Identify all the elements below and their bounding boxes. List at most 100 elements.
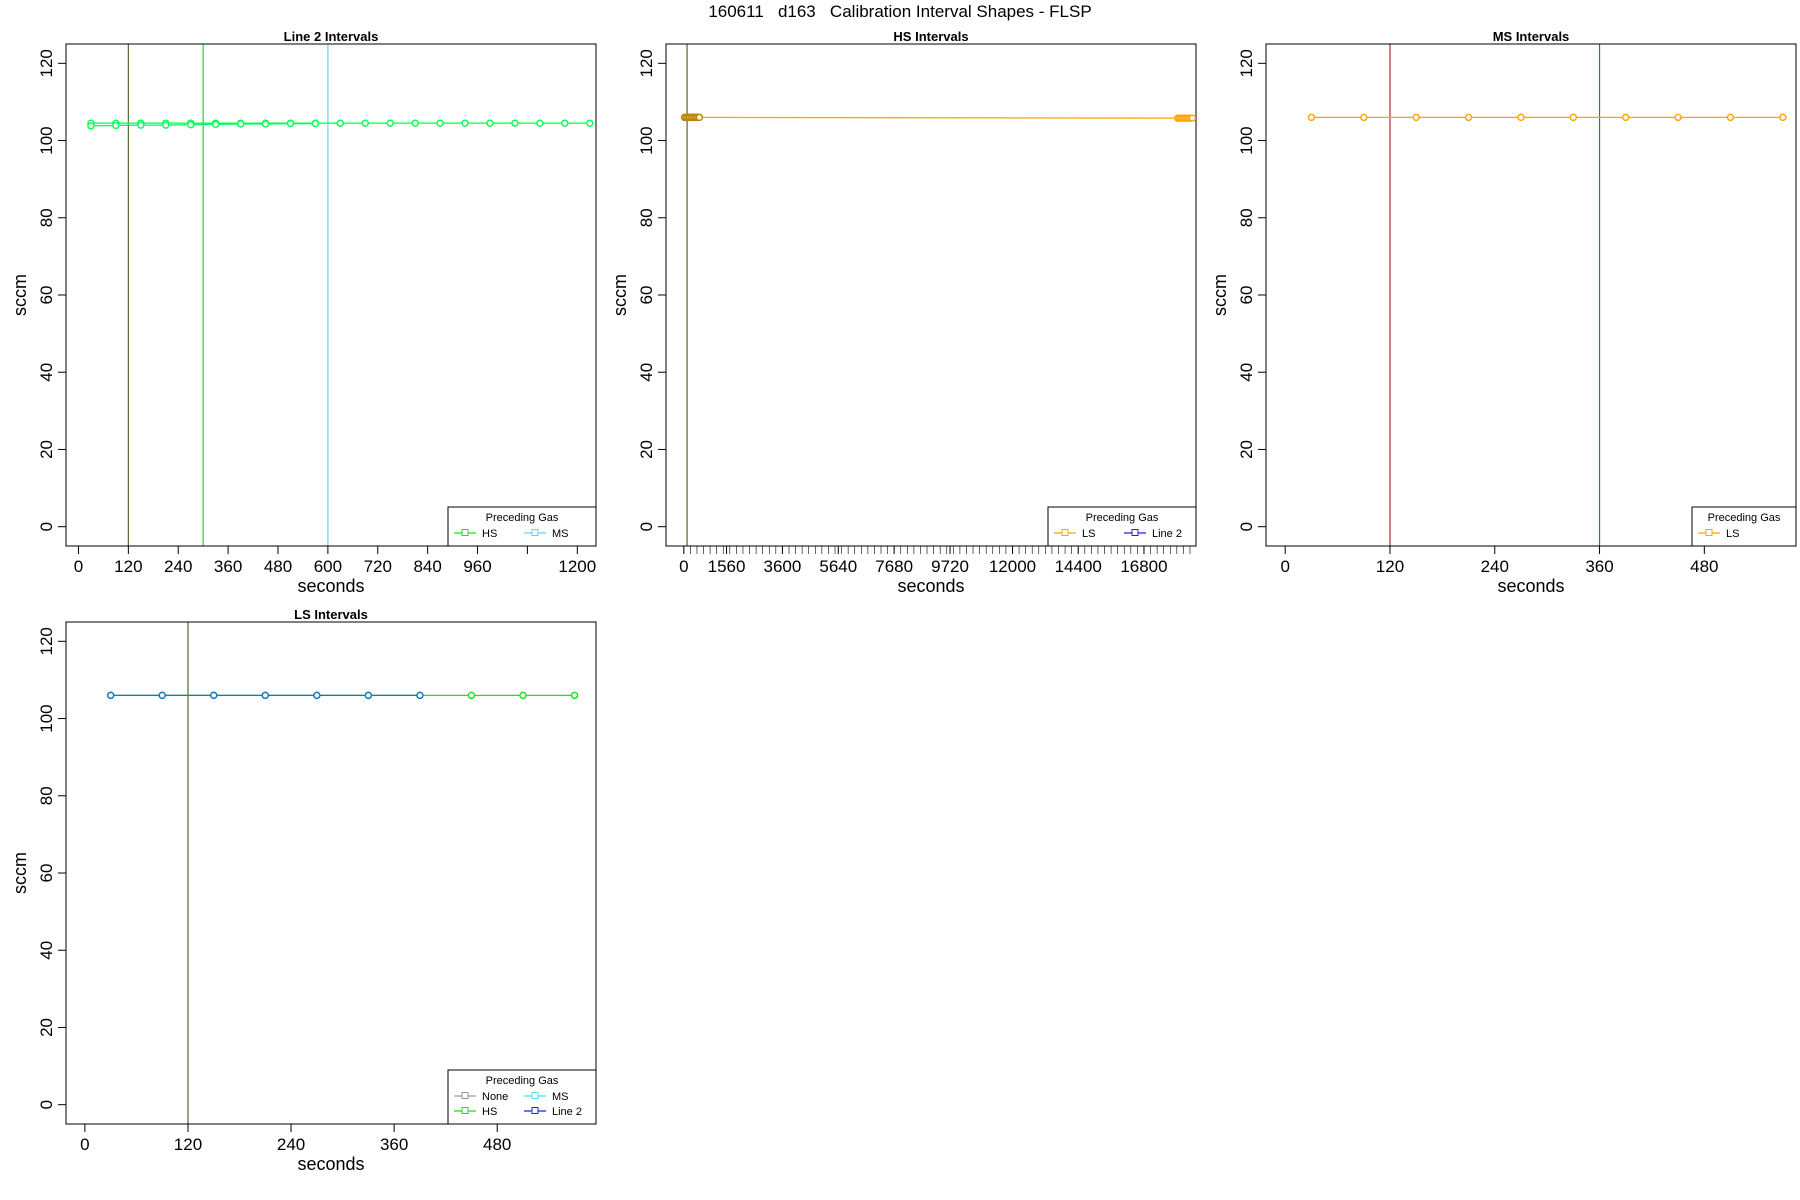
legend-entry: HS (482, 1106, 497, 1118)
data-point (536, 119, 544, 127)
x-tick-label: 480 (1690, 557, 1718, 576)
x-tick-label: 240 (277, 1135, 305, 1154)
data-point (386, 119, 394, 127)
legend-entry: LS (1082, 528, 1095, 540)
data-point (461, 119, 469, 127)
data-point (236, 120, 245, 128)
legend-entry: MS (552, 528, 569, 540)
data-point (311, 119, 320, 128)
legend-entry: None (482, 1091, 508, 1103)
y-axis-label: sccm (610, 274, 630, 316)
data-point (313, 691, 321, 700)
x-axis-label: seconds (1497, 576, 1564, 596)
y-axis-label: sccm (1210, 274, 1230, 316)
legend-box (447, 506, 597, 547)
y-tick-label: 20 (1237, 440, 1256, 459)
data-point (137, 121, 145, 129)
data-point (1726, 113, 1735, 122)
y-tick-label: 40 (1237, 363, 1256, 382)
x-tick-label: 720 (364, 557, 392, 576)
series-line (684, 116, 1193, 119)
y-tick-label: 40 (37, 363, 56, 382)
y-axis-label: sccm (10, 852, 30, 894)
y-tick-label: 100 (637, 126, 656, 154)
x-axis-label: seconds (297, 1154, 364, 1174)
y-tick-label: 40 (637, 363, 656, 382)
y-tick-label: 40 (37, 941, 56, 960)
x-axis-label: seconds (297, 576, 364, 596)
x-tick-label: 9720 (931, 557, 969, 576)
x-tick-label: 240 (164, 557, 192, 576)
x-tick-label: 840 (413, 557, 441, 576)
legend-title: Preceding Gas (1086, 512, 1159, 524)
y-tick-label: 120 (637, 49, 656, 77)
y-tick-label: 0 (1237, 522, 1256, 531)
y-tick-label: 80 (37, 786, 56, 805)
legend-swatch-marker (1705, 529, 1713, 536)
data-point (1307, 113, 1316, 122)
data-point (112, 121, 120, 130)
x-tick-label: 0 (679, 557, 688, 576)
y-tick-label: 80 (37, 208, 56, 227)
legend-entry: LS (1726, 528, 1739, 540)
x-tick-label: 0 (74, 557, 83, 576)
x-tick-label: 960 (463, 557, 491, 576)
y-tick-label: 20 (37, 1018, 56, 1037)
legend-entry: Line 2 (1152, 528, 1182, 540)
legend-title: Preceding Gas (486, 512, 559, 524)
y-tick-label: 120 (37, 627, 56, 655)
data-point (1517, 113, 1525, 122)
chart-hs-intervals: HS Intervals 0 1560 3600 5640 7680 9720 12000 14… (610, 29, 1197, 596)
data-point (210, 691, 218, 700)
data-point (336, 119, 345, 127)
legend-swatch-marker (461, 529, 469, 536)
y-tick-label: 60 (1237, 286, 1256, 305)
x-axis-label: seconds (897, 576, 964, 596)
legend-entry: Line 2 (552, 1106, 582, 1118)
x-tick-label: 0 (80, 1135, 89, 1154)
series-line (90, 122, 316, 127)
x-tick-label: 120 (174, 1135, 202, 1154)
x-tick-label: 360 (214, 557, 242, 576)
data-point (416, 691, 424, 700)
chart-line2-intervals: Line 2 Intervals 0 120 240 360 480 600 720 840 96… (10, 29, 597, 596)
legend-swatch-marker (1061, 529, 1069, 536)
legend-swatch-marker (1131, 529, 1139, 536)
data-point (261, 691, 269, 700)
data-point (1674, 113, 1682, 122)
y-tick-label: 20 (37, 440, 56, 459)
data-point (87, 122, 95, 130)
y-tick-label: 60 (37, 864, 56, 883)
x-tick-label: 7680 (875, 557, 913, 576)
data-point (361, 119, 369, 127)
legend-entry: MS (552, 1091, 569, 1103)
data-point (364, 691, 373, 700)
panel-title: Line 2 Intervals (284, 29, 379, 44)
x-tick-label: 1200 (558, 557, 596, 576)
data-point (1779, 113, 1787, 122)
chart-ms-intervals: MS Intervals 0 120 240 360 480 seconds 0 20 40 60 8… (1210, 29, 1797, 596)
legend-title: Preceding Gas (486, 1075, 559, 1087)
data-point (106, 691, 115, 700)
legend-box (1691, 506, 1797, 547)
y-tick-label: 120 (37, 49, 56, 77)
data-point (1412, 113, 1420, 122)
x-tick-label: 480 (264, 557, 292, 576)
data-point (187, 121, 195, 129)
y-tick-label: 0 (637, 522, 656, 531)
plot-frame (65, 621, 597, 1125)
y-tick-label: 80 (637, 208, 656, 227)
data-point (1464, 113, 1473, 122)
data-point (519, 691, 527, 700)
x-tick-label: 360 (1585, 557, 1613, 576)
y-tick-label: 60 (37, 286, 56, 305)
x-tick-label: 600 (314, 557, 342, 576)
x-tick-label: 120 (114, 557, 142, 576)
legend-swatch-marker (531, 529, 539, 536)
data-point (1622, 113, 1630, 122)
data-point (695, 113, 704, 122)
x-tick-label: 360 (380, 1135, 408, 1154)
data-point (436, 119, 444, 127)
data-point (561, 119, 569, 127)
x-tick-label: 16800 (1120, 557, 1167, 576)
